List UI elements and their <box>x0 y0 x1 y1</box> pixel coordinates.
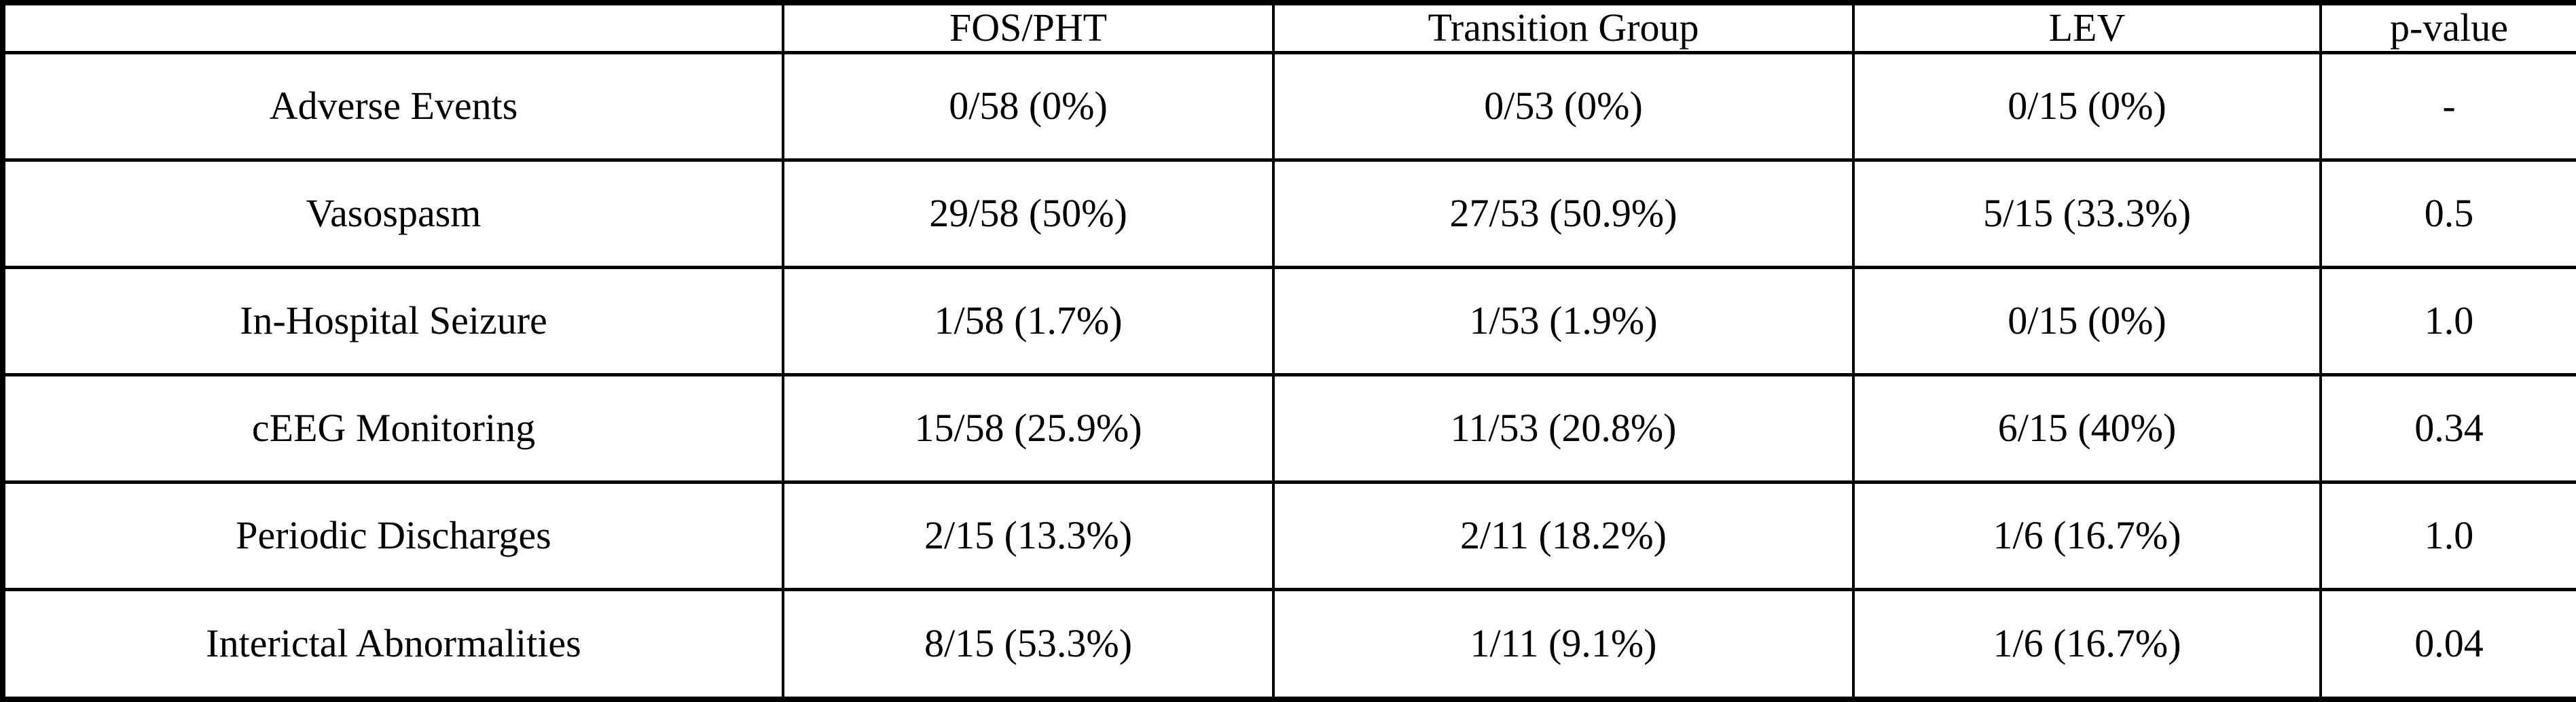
table-row: Interictal Abnormalities 8/15 (53.3%) 1/… <box>1 588 2576 701</box>
table-row: cEEG Monitoring 15/58 (25.9%) 11/53 (20.… <box>1 372 2576 485</box>
cell-fos-pht: 1/58 (1.7%) <box>782 265 1275 376</box>
cell-transition-group: 11/53 (20.8%) <box>1272 372 1855 485</box>
header-cell-empty <box>1 1 784 54</box>
cell-fos-pht: 29/58 (50%) <box>782 158 1275 269</box>
cell-fos-pht: 8/15 (53.3%) <box>782 588 1275 701</box>
row-label: Adverse Events <box>1 50 784 162</box>
cell-transition-group: 27/53 (50.9%) <box>1272 158 1855 269</box>
cell-p-value: - <box>2319 50 2576 162</box>
header-cell-transition-group: Transition Group <box>1272 1 1855 54</box>
cell-fos-pht: 15/58 (25.9%) <box>782 372 1275 485</box>
row-label: cEEG Monitoring <box>1 372 784 485</box>
cell-lev: 1/6 (16.7%) <box>1852 480 2322 592</box>
table-row: Periodic Discharges 2/15 (13.3%) 2/11 (1… <box>1 480 2576 592</box>
cell-p-value: 0.34 <box>2319 372 2576 485</box>
header-cell-lev: LEV <box>1852 1 2322 54</box>
cell-transition-group: 0/53 (0%) <box>1272 50 1855 162</box>
cell-lev: 0/15 (0%) <box>1852 265 2322 376</box>
cell-lev: 5/15 (33.3%) <box>1852 158 2322 269</box>
cell-lev: 1/6 (16.7%) <box>1852 588 2322 701</box>
cell-transition-group: 2/11 (18.2%) <box>1272 480 1855 592</box>
cell-p-value: 0.04 <box>2319 588 2576 701</box>
cell-p-value: 0.5 <box>2319 158 2576 269</box>
table-header-row: FOS/PHT Transition Group LEV p-value <box>1 1 2576 54</box>
table-row: Adverse Events 0/58 (0%) 0/53 (0%) 0/15 … <box>1 50 2576 162</box>
header-cell-fos-pht: FOS/PHT <box>782 1 1275 54</box>
table-row: In-Hospital Seizure 1/58 (1.7%) 1/53 (1.… <box>1 265 2576 376</box>
row-label: Vasospasm <box>1 158 784 269</box>
header-cell-p-value: p-value <box>2319 1 2576 54</box>
cell-p-value: 1.0 <box>2319 480 2576 592</box>
cell-transition-group: 1/53 (1.9%) <box>1272 265 1855 376</box>
cell-lev: 6/15 (40%) <box>1852 372 2322 485</box>
cell-fos-pht: 2/15 (13.3%) <box>782 480 1275 592</box>
cell-transition-group: 1/11 (9.1%) <box>1272 588 1855 701</box>
cell-lev: 0/15 (0%) <box>1852 50 2322 162</box>
row-label: Periodic Discharges <box>1 480 784 592</box>
row-label: Interictal Abnormalities <box>1 588 784 701</box>
table-row: Vasospasm 29/58 (50%) 27/53 (50.9%) 5/15… <box>1 158 2576 269</box>
cell-p-value: 1.0 <box>2319 265 2576 376</box>
cell-fos-pht: 0/58 (0%) <box>782 50 1275 162</box>
row-label: In-Hospital Seizure <box>1 265 784 376</box>
